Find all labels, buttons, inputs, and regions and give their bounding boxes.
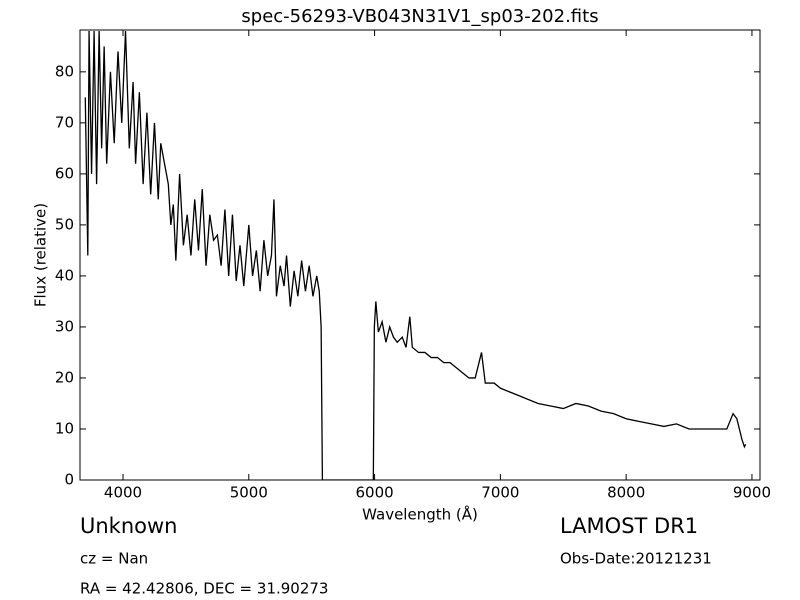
x-tick-label: 5000 xyxy=(230,484,268,502)
x-tick-label: 8000 xyxy=(607,484,645,502)
x-axis-label: Wavelength (Å) xyxy=(362,505,478,524)
x-tick-label: 4000 xyxy=(104,484,142,502)
object-class: Unknown xyxy=(80,514,177,538)
survey: LAMOST DR1 xyxy=(560,514,698,538)
chart-title: spec-56293-VB043N31V1_sp03-202.fits xyxy=(241,6,598,27)
y-tick-label: 20 xyxy=(55,368,74,386)
y-tick-label: 10 xyxy=(55,419,74,437)
y-tick-label: 40 xyxy=(55,266,74,284)
y-axis-label: Flux (relative) xyxy=(32,203,50,307)
redshift: cz = Nan xyxy=(80,550,148,568)
obs-date: Obs-Date:20121231 xyxy=(560,550,712,568)
y-tick-label: 70 xyxy=(55,113,74,131)
y-tick-label: 30 xyxy=(55,317,74,335)
plot-frame xyxy=(79,29,761,481)
y-tick-label: 80 xyxy=(55,62,74,80)
coordinates: RA = 42.42806, DEC = 31.90273 xyxy=(80,580,328,598)
x-tick-label: 6000 xyxy=(355,484,393,502)
y-tick-label: 50 xyxy=(55,215,74,233)
spectrum-line xyxy=(84,30,747,480)
y-tick-label: 60 xyxy=(55,164,74,182)
x-tick-label: 7000 xyxy=(481,484,519,502)
y-tick-label: 0 xyxy=(64,471,74,489)
x-tick-label: 9000 xyxy=(733,484,771,502)
